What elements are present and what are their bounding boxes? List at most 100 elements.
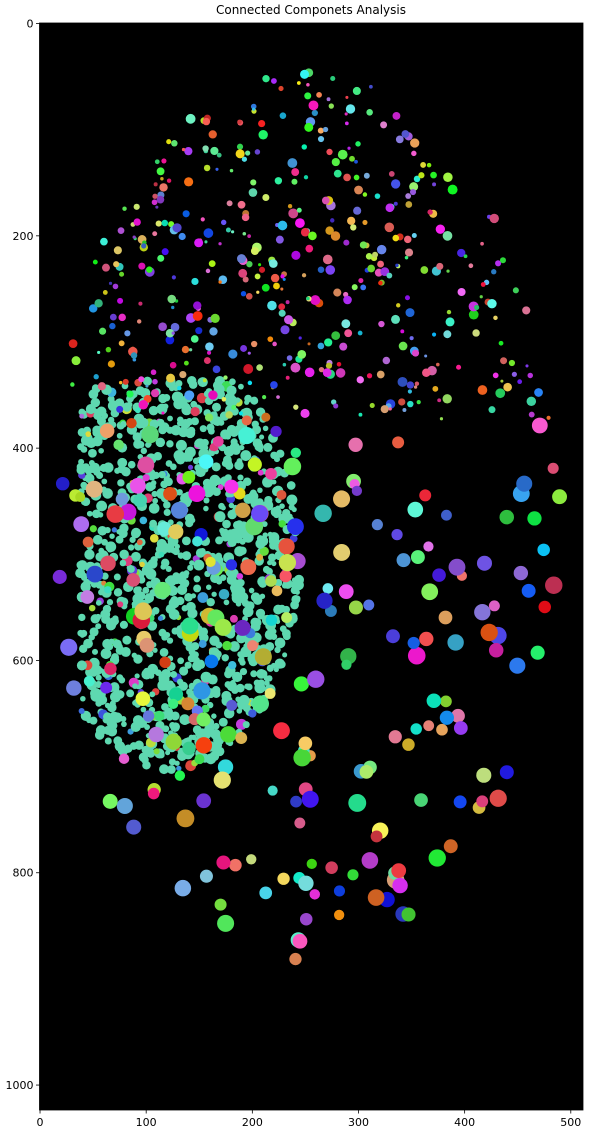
- component: [187, 464, 194, 470]
- component: [218, 419, 225, 426]
- component: [230, 679, 236, 685]
- component: [161, 411, 165, 415]
- component: [224, 474, 232, 482]
- component: [104, 652, 111, 659]
- component: [112, 639, 122, 649]
- component: [335, 368, 346, 378]
- component: [88, 448, 97, 458]
- component: [170, 547, 177, 554]
- component: [237, 474, 244, 481]
- component: [171, 140, 178, 147]
- component: [267, 336, 274, 342]
- component: [149, 519, 158, 528]
- component: [303, 175, 309, 180]
- component: [242, 276, 249, 283]
- component: [290, 447, 301, 458]
- component: [145, 482, 155, 492]
- component: [380, 405, 389, 414]
- component: [273, 722, 290, 740]
- component: [300, 227, 310, 237]
- component: [257, 612, 265, 620]
- component: [162, 725, 170, 733]
- component: [235, 502, 251, 519]
- component: [256, 290, 260, 294]
- component: [117, 457, 128, 468]
- component: [328, 103, 334, 109]
- component: [154, 581, 171, 599]
- component: [280, 287, 284, 291]
- component: [170, 670, 178, 678]
- component: [322, 126, 329, 133]
- component: [278, 303, 286, 311]
- component: [100, 237, 108, 246]
- component: [495, 388, 506, 399]
- component: [257, 469, 264, 476]
- component: [239, 659, 246, 666]
- component: [261, 412, 271, 422]
- component: [225, 459, 233, 466]
- component: [488, 600, 500, 612]
- component: [126, 390, 134, 398]
- component: [181, 605, 188, 612]
- component: [168, 758, 176, 766]
- component: [159, 648, 169, 657]
- component: [203, 228, 214, 238]
- image-background: [39, 23, 583, 1110]
- component: [225, 227, 231, 233]
- component: [78, 458, 85, 465]
- component: [111, 527, 118, 533]
- component: [198, 454, 214, 470]
- component: [107, 400, 119, 412]
- component: [199, 869, 213, 883]
- component: [277, 220, 288, 231]
- component: [161, 558, 170, 568]
- component: [104, 662, 117, 676]
- component: [113, 588, 123, 597]
- x-tick-label: 300: [348, 1116, 369, 1129]
- component: [431, 332, 437, 337]
- component: [245, 292, 253, 300]
- component: [347, 216, 356, 226]
- component: [338, 584, 354, 599]
- component: [75, 491, 86, 503]
- component: [228, 502, 235, 509]
- component: [254, 648, 272, 666]
- component: [226, 395, 238, 407]
- component: [513, 565, 529, 581]
- component: [527, 511, 542, 526]
- component: [216, 152, 222, 158]
- component: [276, 579, 282, 585]
- component: [254, 682, 266, 694]
- component: [205, 556, 216, 568]
- component: [376, 370, 385, 379]
- component: [407, 501, 424, 518]
- component: [150, 556, 158, 564]
- component: [185, 518, 194, 528]
- component: [138, 376, 145, 383]
- component: [259, 886, 273, 900]
- component: [84, 549, 95, 560]
- component: [89, 525, 97, 533]
- component: [80, 590, 95, 604]
- component: [141, 425, 159, 444]
- component: [270, 506, 281, 518]
- component: [141, 243, 147, 249]
- component: [157, 521, 172, 536]
- component: [98, 447, 104, 454]
- component: [353, 174, 360, 181]
- component: [299, 912, 313, 926]
- component: [489, 789, 507, 807]
- component: [443, 330, 452, 339]
- component: [392, 436, 405, 449]
- component: [416, 399, 421, 405]
- component: [194, 238, 204, 248]
- component: [152, 497, 159, 504]
- component: [178, 232, 186, 241]
- component: [223, 599, 230, 606]
- component: [141, 756, 149, 764]
- component: [339, 342, 348, 351]
- component: [276, 395, 280, 399]
- component: [316, 592, 333, 609]
- component: [293, 584, 301, 592]
- component: [184, 177, 194, 187]
